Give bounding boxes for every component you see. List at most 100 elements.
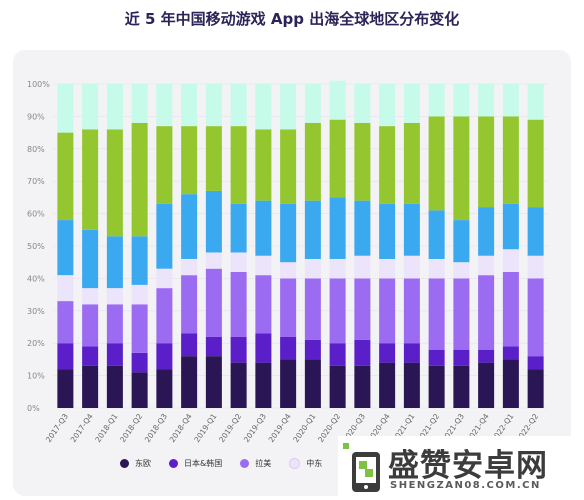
bar-segment [230, 362, 247, 408]
bar-segment [478, 275, 495, 350]
bar-segment [106, 304, 123, 344]
bar-segment [57, 220, 74, 276]
bar-segment [453, 278, 470, 350]
bar-segment [304, 339, 321, 360]
bar-segment [131, 352, 148, 373]
bar-segment [205, 356, 222, 408]
bar-segment [502, 271, 519, 347]
bar-segment [156, 343, 173, 370]
bar-segment [205, 252, 222, 269]
bar-segment [379, 203, 396, 259]
bar-segment [255, 129, 272, 201]
bar-segment [131, 236, 148, 285]
y-tick-label: 90% [27, 112, 45, 121]
bar-segment [304, 84, 321, 123]
bar-segment [453, 262, 470, 279]
legend-item: 中东 [289, 458, 322, 469]
bar-segment [428, 84, 445, 117]
bar-segment [255, 362, 272, 408]
bar-segment [106, 343, 123, 366]
bar-segment [156, 126, 173, 204]
bar-segment [527, 207, 544, 256]
bar-segment [453, 349, 470, 366]
bar-segment [329, 365, 346, 408]
bar-segment [478, 255, 495, 276]
bar-segment [181, 194, 198, 259]
bar-segment [403, 343, 420, 363]
legend-swatch [240, 459, 250, 468]
bar-segment [280, 359, 297, 408]
bar-segment [354, 200, 371, 256]
y-tick-label: 100% [27, 80, 50, 89]
bar-segment [205, 336, 222, 357]
y-tick-label: 70% [27, 177, 45, 186]
bar-segment [57, 132, 74, 221]
legend-item: 东欧 [120, 458, 151, 469]
legend-label: 东欧 [135, 459, 151, 468]
bar-segment [280, 262, 297, 279]
bar-segment [304, 122, 321, 201]
bar-segment [354, 278, 371, 340]
bar-segment [82, 229, 99, 289]
bar-segment [403, 203, 420, 256]
y-tick-label: 80% [27, 145, 45, 154]
bar-segment [304, 258, 321, 279]
bar-segment [527, 119, 544, 208]
bar-segment [527, 356, 544, 370]
watermark-url: SHENGZAN08.COM.CN [390, 480, 541, 491]
watermark: 盛赞安卓网 SHENGZAN08.COM.CN [338, 436, 584, 500]
bar-segment [156, 369, 173, 408]
x-tick-label: 2019-Q4 [267, 412, 293, 444]
bar-segment [502, 203, 519, 250]
bar-segment [329, 119, 346, 198]
bar-segment [82, 346, 99, 366]
bar-segment [478, 116, 495, 208]
bar-segment [156, 203, 173, 269]
bar-segment [280, 278, 297, 337]
x-tick-label: 2018-Q2 [118, 412, 144, 444]
bar-segment [502, 84, 519, 117]
bar-segment [502, 359, 519, 408]
bar-segment [478, 349, 495, 363]
y-tick-label: 30% [27, 307, 45, 316]
bar-segment [57, 84, 74, 133]
legend-swatch [120, 459, 129, 468]
bar-segment [57, 275, 74, 302]
bar-segment [379, 278, 396, 344]
bar-segment [453, 84, 470, 117]
bar-segment [478, 207, 495, 256]
bar-segment [57, 301, 74, 344]
bar-segment [156, 268, 173, 289]
bar-segment [106, 288, 123, 305]
legend-item: 拉美 [240, 458, 271, 469]
legend-label: 日本&韩国 [184, 459, 223, 468]
bar-segment [181, 333, 198, 357]
bar-segment [354, 255, 371, 279]
bar-segment [181, 356, 198, 408]
bar-segment [527, 84, 544, 120]
bar-segment [403, 255, 420, 279]
bar-segment [230, 203, 247, 253]
bar-segment [329, 258, 346, 279]
y-tick-label: 20% [27, 339, 45, 348]
bar-segment [354, 122, 371, 201]
chart-title: 近 5 年中国移动游戏 App 出海全球地区分布变化 [124, 10, 460, 28]
bar-segment [131, 284, 148, 305]
bar-segment [379, 126, 396, 204]
bar-segment [82, 84, 99, 130]
bar-segment [57, 369, 74, 408]
bar-segment [106, 84, 123, 130]
bar-segment [82, 365, 99, 408]
bar-segment [379, 362, 396, 408]
bar-segment [82, 304, 99, 347]
bar-segment [428, 210, 445, 259]
legend-item: 日本&韩国 [169, 458, 222, 469]
bar-segment [354, 339, 371, 366]
bar-segment [304, 278, 321, 340]
x-tick-label: 2019-Q2 [217, 412, 243, 444]
bar-segment [131, 304, 148, 353]
bar-segment [428, 349, 445, 366]
bar-segment [329, 197, 346, 259]
bar-segment [453, 220, 470, 263]
bar-segment [280, 203, 297, 263]
